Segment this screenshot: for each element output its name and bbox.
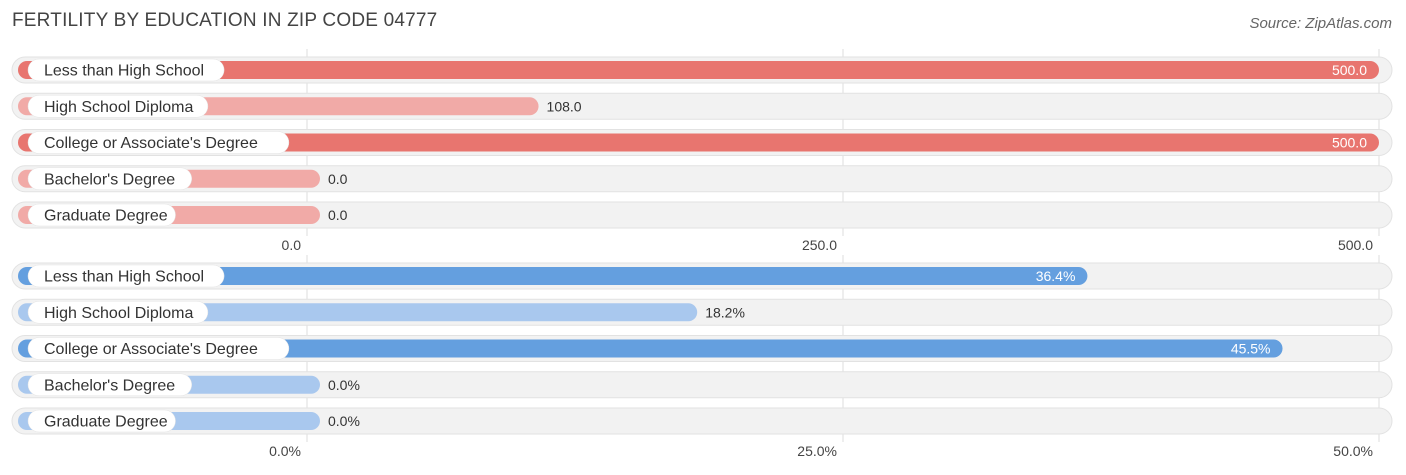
bar-track [11,407,1393,435]
category-label: High School Diploma [44,305,194,322]
category-pill [27,203,176,227]
value-label: 0.0% [328,413,360,429]
bar [18,133,1379,152]
value-label: 36.4% [1036,268,1076,284]
tick-label: 25.0% [797,443,837,459]
tick-label: 0.0% [269,443,301,459]
category-label: Less than High School [44,269,204,286]
bar-row: College or Associate's Degree 500.0 [11,129,1393,156]
tick-label: 50.0% [1333,443,1373,459]
bar-track [11,201,1393,229]
value-label: 500.0 [1332,62,1367,78]
bar-row: Graduate Degree 0.0% [11,407,1393,435]
category-label: Less than High School [44,63,204,80]
bar-row: Less than High School 500.0 [11,56,1393,84]
tick-label: 0.0 [282,237,302,253]
category-pill [27,95,209,118]
chart-title: FERTILITY BY EDUCATION IN ZIP CODE 04777 [12,10,438,31]
value-label: 108.0 [547,98,582,114]
source-label: Source: ZipAtlas.com [1249,15,1392,32]
category-pill [27,167,192,190]
bar-row: Less than High School 36.4% [11,262,1393,290]
category-pill [27,409,176,433]
category-pill [27,373,192,396]
category-label: Bachelor's Degree [44,171,175,188]
value-label: 0.0 [328,207,348,223]
category-label: College or Associate's Degree [44,341,258,358]
value-label: 500.0 [1332,135,1367,151]
category-pill [27,131,290,154]
value-label: 18.2% [705,304,745,320]
category-pill [27,337,290,360]
bar-row: Bachelor's Degree 0.0 [11,165,1393,193]
category-pill [27,58,225,82]
bar-track [11,371,1393,399]
bar [18,339,1283,358]
value-label: 0.0% [328,377,360,393]
bar [18,267,1088,285]
bar [18,61,1379,79]
bar-row: High School Diploma 108.0 [11,92,1393,120]
tick-label: 500.0 [1338,237,1373,253]
category-label: Bachelor's Degree [44,377,175,394]
category-label: Graduate Degree [44,414,168,431]
value-label: 0.0 [328,171,348,187]
category-pill [27,264,225,288]
value-label: 45.5% [1231,341,1271,357]
tick-label: 250.0 [802,237,837,253]
category-label: College or Associate's Degree [44,135,258,152]
bar-track [11,165,1393,193]
category-label: Graduate Degree [44,208,168,225]
bar-row: College or Associate's Degree 45.5% [11,335,1393,362]
category-pill [27,301,209,324]
bar-row: High School Diploma 18.2% [11,298,1393,326]
bar-row: Bachelor's Degree 0.0% [11,371,1393,399]
category-label: High School Diploma [44,99,194,116]
bar-row: Graduate Degree 0.0 [11,201,1393,229]
